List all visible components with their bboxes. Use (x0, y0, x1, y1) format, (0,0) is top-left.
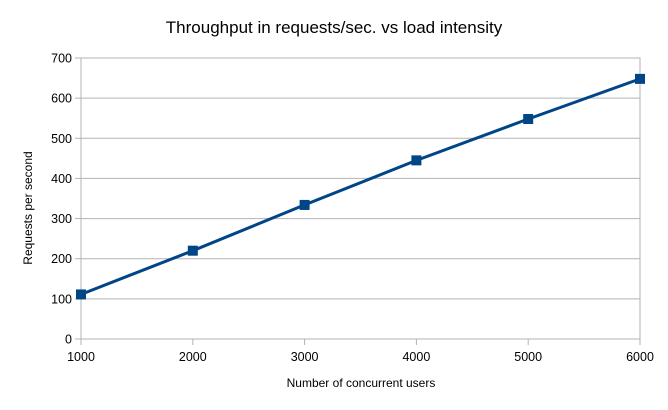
data-point-marker (187, 245, 198, 256)
chart-title: Throughput in requests/sec. vs load inte… (166, 18, 503, 37)
data-point-marker (635, 73, 645, 84)
data-point-marker (76, 289, 86, 300)
y-tick-label: 500 (51, 132, 72, 146)
y-tick-label: 600 (51, 92, 72, 106)
y-axis-label: Requests per second (21, 151, 35, 264)
y-tick-label: 100 (51, 292, 72, 306)
y-tick-label: 200 (51, 252, 72, 266)
x-tick-label: 1000 (67, 350, 95, 364)
tick-labels: 0 100 200 300 400 500 600 700 1000 2000 3000 4000 50… (51, 52, 654, 365)
series-group (76, 73, 645, 300)
y-tick-label: 400 (51, 172, 72, 186)
x-tick-label: 3000 (291, 350, 319, 364)
y-tick-label: 300 (51, 212, 72, 226)
plot-frame (80, 57, 641, 340)
data-point-marker (411, 155, 422, 166)
x-tick-label: 6000 (626, 350, 654, 364)
data-point-marker (299, 199, 310, 210)
x-tick-label: 4000 (402, 350, 430, 364)
gridlines (81, 57, 640, 340)
x-axis-label: Number of concurrent users (287, 376, 436, 390)
series-line (80, 77, 641, 296)
y-tick-label: 700 (51, 52, 72, 66)
x-tick-label: 5000 (514, 350, 542, 364)
x-tick-label: 2000 (179, 350, 207, 364)
y-tick-label: 0 (65, 333, 72, 347)
axes (75, 57, 641, 345)
data-point-marker (523, 114, 534, 125)
